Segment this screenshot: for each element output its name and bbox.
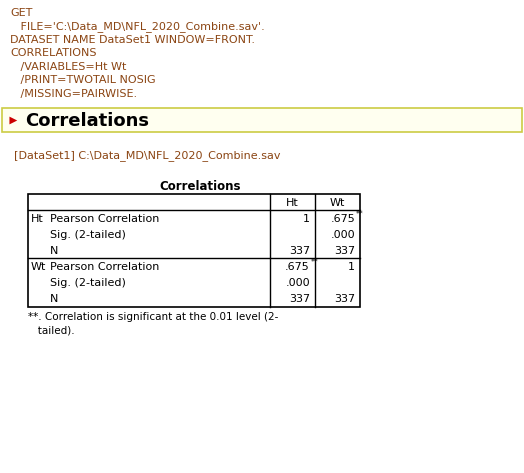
Text: Correlations: Correlations bbox=[159, 181, 241, 193]
Text: Sig. (2-tailed): Sig. (2-tailed) bbox=[50, 278, 126, 288]
Bar bbox=[2, 108, 522, 132]
Text: Wt: Wt bbox=[31, 262, 47, 272]
Text: 1: 1 bbox=[348, 262, 355, 272]
Text: 1: 1 bbox=[303, 213, 310, 224]
Bar bbox=[28, 194, 360, 307]
Text: [DataSet1] C:\Data_MD\NFL_2020_Combine.sav: [DataSet1] C:\Data_MD\NFL_2020_Combine.s… bbox=[14, 150, 280, 161]
Text: **: ** bbox=[356, 210, 364, 219]
Text: /VARIABLES=Ht Wt: /VARIABLES=Ht Wt bbox=[10, 62, 126, 72]
Text: **. Correlation is significant at the 0.01 level (2-: **. Correlation is significant at the 0.… bbox=[28, 313, 278, 323]
Text: 337: 337 bbox=[334, 294, 355, 304]
Text: .000: .000 bbox=[330, 229, 355, 239]
Text: Pearson Correlation: Pearson Correlation bbox=[50, 262, 159, 272]
Text: Ht: Ht bbox=[286, 198, 299, 208]
Text: .675: .675 bbox=[330, 213, 355, 224]
Text: **: ** bbox=[311, 258, 319, 267]
Text: Ht: Ht bbox=[31, 213, 43, 224]
Text: 337: 337 bbox=[289, 245, 310, 255]
Text: GET: GET bbox=[10, 8, 32, 18]
Text: /MISSING=PAIRWISE.: /MISSING=PAIRWISE. bbox=[10, 89, 137, 99]
Text: N: N bbox=[50, 294, 58, 304]
Text: Correlations: Correlations bbox=[25, 112, 149, 130]
Text: 337: 337 bbox=[289, 294, 310, 304]
Text: .000: .000 bbox=[286, 278, 310, 288]
Text: DATASET NAME DataSet1 WINDOW=FRONT.: DATASET NAME DataSet1 WINDOW=FRONT. bbox=[10, 35, 255, 45]
Text: CORRELATIONS: CORRELATIONS bbox=[10, 49, 96, 59]
Text: Pearson Correlation: Pearson Correlation bbox=[50, 213, 159, 224]
Text: Wt: Wt bbox=[330, 198, 345, 208]
Text: Sig. (2-tailed): Sig. (2-tailed) bbox=[50, 229, 126, 239]
Text: /PRINT=TWOTAIL NOSIG: /PRINT=TWOTAIL NOSIG bbox=[10, 76, 156, 86]
Text: FILE='C:\Data_MD\NFL_2020_Combine.sav'.: FILE='C:\Data_MD\NFL_2020_Combine.sav'. bbox=[10, 21, 265, 33]
Text: tailed).: tailed). bbox=[28, 325, 74, 335]
Text: N: N bbox=[50, 245, 58, 255]
Text: 337: 337 bbox=[334, 245, 355, 255]
Text: .675: .675 bbox=[285, 262, 310, 272]
